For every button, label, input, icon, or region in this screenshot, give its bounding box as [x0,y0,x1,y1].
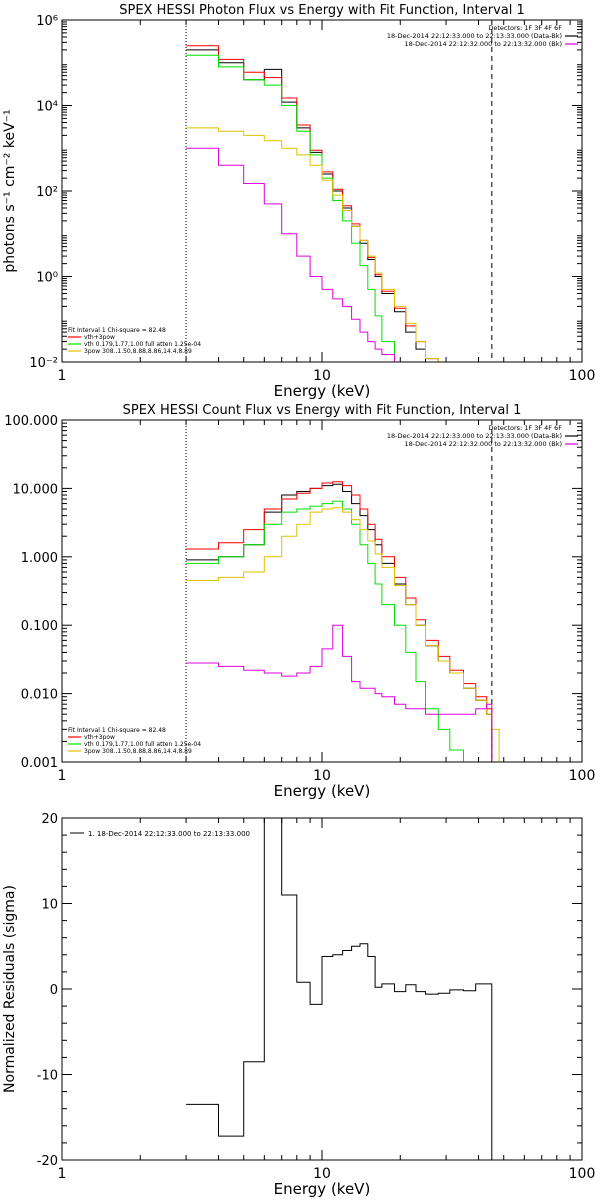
legend-bottom-entry: Fit Interval 1 Chi-square = 82.48 [68,327,166,334]
legend-top-entry: 18-Dec-2014 22:12:32.000 to 22:13:32.000… [405,40,563,48]
x-tick-label: 1 [58,1166,67,1182]
legend-bottom-entry: vth 0.179,1.77,1.00 full atten 1.25e-04 [84,741,201,748]
legend-bottom-entry: vth+3pow [84,334,115,341]
y-tick-label: 20 [41,812,58,827]
legend-top-entry: 18-Dec-2014 22:12:32.000 to 22:13:32.000… [405,440,563,448]
y-tick-label: 10 [41,898,58,913]
y-tick-label: 10⁰ [36,271,58,286]
x-tick-label: 10 [313,368,331,384]
series-line-data-bk [186,49,492,362]
series-line-3pow [186,507,500,762]
y-tick-label: 10⁴ [36,100,58,115]
y-tick-label: 100.000 [4,414,58,429]
x-tick-label: 1 [58,368,67,384]
legend-bottom-entry: vth+3pow [84,734,115,741]
y-tick-label: -10 [37,1069,58,1084]
series-line-residual [186,818,493,1160]
legend-bottom-entry: 3pow 308.,1.50,8.88,8.86,14.4,8.89 [84,748,192,755]
series-line-bk [186,624,493,762]
series-line-3pow [186,127,492,362]
x-axis-label: Energy (keV) [274,382,371,400]
series-group [186,45,492,362]
legend-top-entry: 18-Dec-2014 22:12:33.000 to 22:13:33.000… [387,32,562,40]
series-line-bk [186,147,492,362]
legend-bottom-entry: 3pow 308.,1.50,8.88,8.86,14.4,8.89 [84,348,192,355]
legend-bottom-entry: vth 0.179,1.77,1.00 full atten 1.25e-04 [84,341,201,348]
legend-top-entry: 18-Dec-2014 22:12:33.000 to 22:13:33.000… [387,432,562,440]
x-tick-label: 1 [58,768,67,784]
series-line-vth-3pow [186,481,493,762]
y-tick-label: -20 [37,1154,58,1169]
legend-bottom-entry: Fit Interval 1 Chi-square = 82.48 [68,727,166,734]
series-line-vth-3pow [186,45,492,362]
x-tick-label: 10 [313,768,331,784]
legend-top-entry: Detectors: 1F 3F 4F 6F [488,424,562,432]
y-tick-label: 0.010 [21,688,58,703]
x-tick-label: 100 [569,768,596,784]
series-line-vth [186,54,395,362]
y-tick-label: 0.100 [21,619,58,634]
x-tick-label: 10 [313,1166,331,1182]
y-tick-label: 0.001 [21,756,58,771]
y-tick-label: 10⁻² [29,356,58,371]
y-axis-label: photons s⁻¹ cm⁻² keV⁻¹ [2,109,18,272]
series-line-data-bk [186,483,493,762]
count-flux-chart: 1 10 100 100.000 10.000 1.000 0.100 0.010 0.001 S… [4,403,595,800]
x-axis-label: Energy (keV) [274,1180,371,1198]
x-axis-label: Energy (keV) [274,782,371,800]
y-axis-label: Normalized Residuals (sigma) [2,885,18,1093]
legend-top-entry: Detectors: 1F 3F 4F 6F [488,24,562,32]
y-tick-label: 1.000 [21,551,58,566]
y-tick-label: 10.000 [13,482,59,497]
x-tick-label: 100 [569,1166,596,1182]
plot-frame [61,419,583,763]
chart-title: SPEX HESSI Photon Flux vs Energy with Fi… [119,3,525,18]
series-group [186,481,500,762]
x-tick-label: 100 [569,368,596,384]
legend-top-entry: 1. 18-Dec-2014 22:12:33.000 to 22:13:33.… [88,830,250,838]
y-tick-label: 10² [36,185,58,200]
y-tick-label: 10⁶ [36,14,58,29]
series-group [186,818,493,1160]
plot-frame [61,19,583,363]
series-line-vth [186,500,492,762]
y-tick-label: 0 [50,983,58,998]
chart-title: SPEX HESSI Count Flux vs Energy with Fit… [123,403,522,418]
photon-flux-chart: 1 10 100 10⁶ 10⁴ 10² 10⁰ 10⁻² SPEX HESSI Photon … [2,3,595,400]
